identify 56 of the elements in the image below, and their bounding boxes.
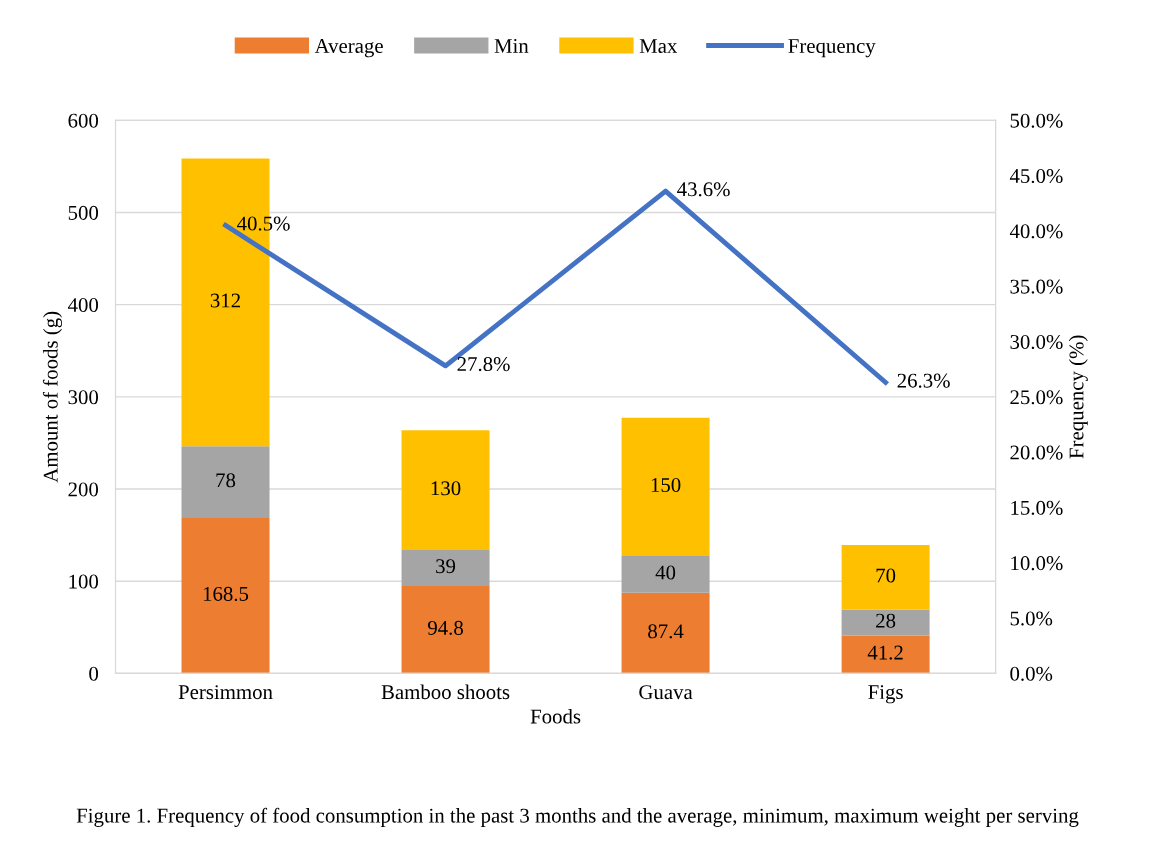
y2-tick-label: 5.0%	[1010, 611, 1053, 626]
data-label: 26.3%	[897, 373, 950, 388]
y2-tick-label: 40.0%	[1009, 224, 1063, 239]
data-label: 40	[655, 565, 676, 580]
x-tick-label: Guava	[639, 685, 693, 700]
y2-tick-label: 45.0%	[1009, 168, 1063, 184]
legend-label: Min	[494, 38, 529, 53]
bar	[621, 592, 710, 674]
bar	[401, 550, 490, 586]
data-label: 130	[431, 481, 461, 496]
bar	[841, 545, 930, 610]
data-label: 312	[210, 293, 240, 308]
data-label: 78	[216, 473, 236, 488]
data-label: 41.2	[867, 645, 903, 660]
data-label: 87.4	[648, 624, 684, 639]
y-tick-label: 500	[68, 205, 99, 220]
y2-tick-label: 20.0%	[1010, 445, 1063, 460]
y-tick-label: 100	[69, 574, 99, 589]
y-tick-label: 400	[67, 298, 99, 313]
y2-tick-label: 50.0%	[1010, 113, 1063, 128]
bar	[401, 585, 490, 674]
x-tick-label: Bamboo shoots	[381, 684, 510, 700]
y-tick-label: 600	[68, 113, 99, 128]
caption: Figure 1. Frequency of food consumption in the past 3 months and the average, minimum, maximum weight per serving	[76, 807, 1079, 827]
y-tick-label: 300	[68, 390, 99, 405]
data-label: 94.8	[427, 620, 463, 635]
x-tick-label: Figs	[868, 685, 903, 704]
legend-label: Average	[314, 39, 383, 58]
y-axis-title: Amount of foods (g)	[42, 311, 63, 483]
data-label: 168.5	[203, 586, 249, 602]
y-tick-label: 0	[89, 666, 99, 681]
bar	[181, 518, 270, 674]
data-label: 39	[436, 559, 456, 574]
y-tick-label: 200	[68, 482, 99, 497]
y2-axis-title: Frequency (%)	[1068, 335, 1088, 459]
y2-tick-label: 25.0%	[1010, 390, 1063, 405]
data-label: 150	[651, 477, 681, 492]
bar	[841, 635, 930, 674]
y2-tick-label: 15.0%	[1011, 500, 1063, 515]
data-label: 27.8%	[457, 357, 510, 372]
data-label: 28	[876, 613, 896, 628]
legend-label: Frequency	[788, 39, 876, 58]
y2-tick-label: 0.0%	[1010, 666, 1053, 681]
x-tick-label: Persimmon	[178, 685, 273, 700]
data-label: 43.6%	[677, 182, 730, 197]
y2-tick-label: 35.0%	[1010, 279, 1063, 294]
bar	[621, 417, 710, 556]
x-axis-title: Foods	[530, 708, 581, 724]
bar	[621, 555, 710, 593]
bar	[401, 430, 490, 551]
data-label: 70	[876, 568, 896, 583]
y2-tick-label: 30.0%	[1010, 334, 1063, 350]
y2-tick-label: 10.0%	[1011, 556, 1063, 571]
bar	[181, 446, 270, 519]
bar	[841, 609, 930, 636]
legend-label: Max	[639, 39, 678, 53]
